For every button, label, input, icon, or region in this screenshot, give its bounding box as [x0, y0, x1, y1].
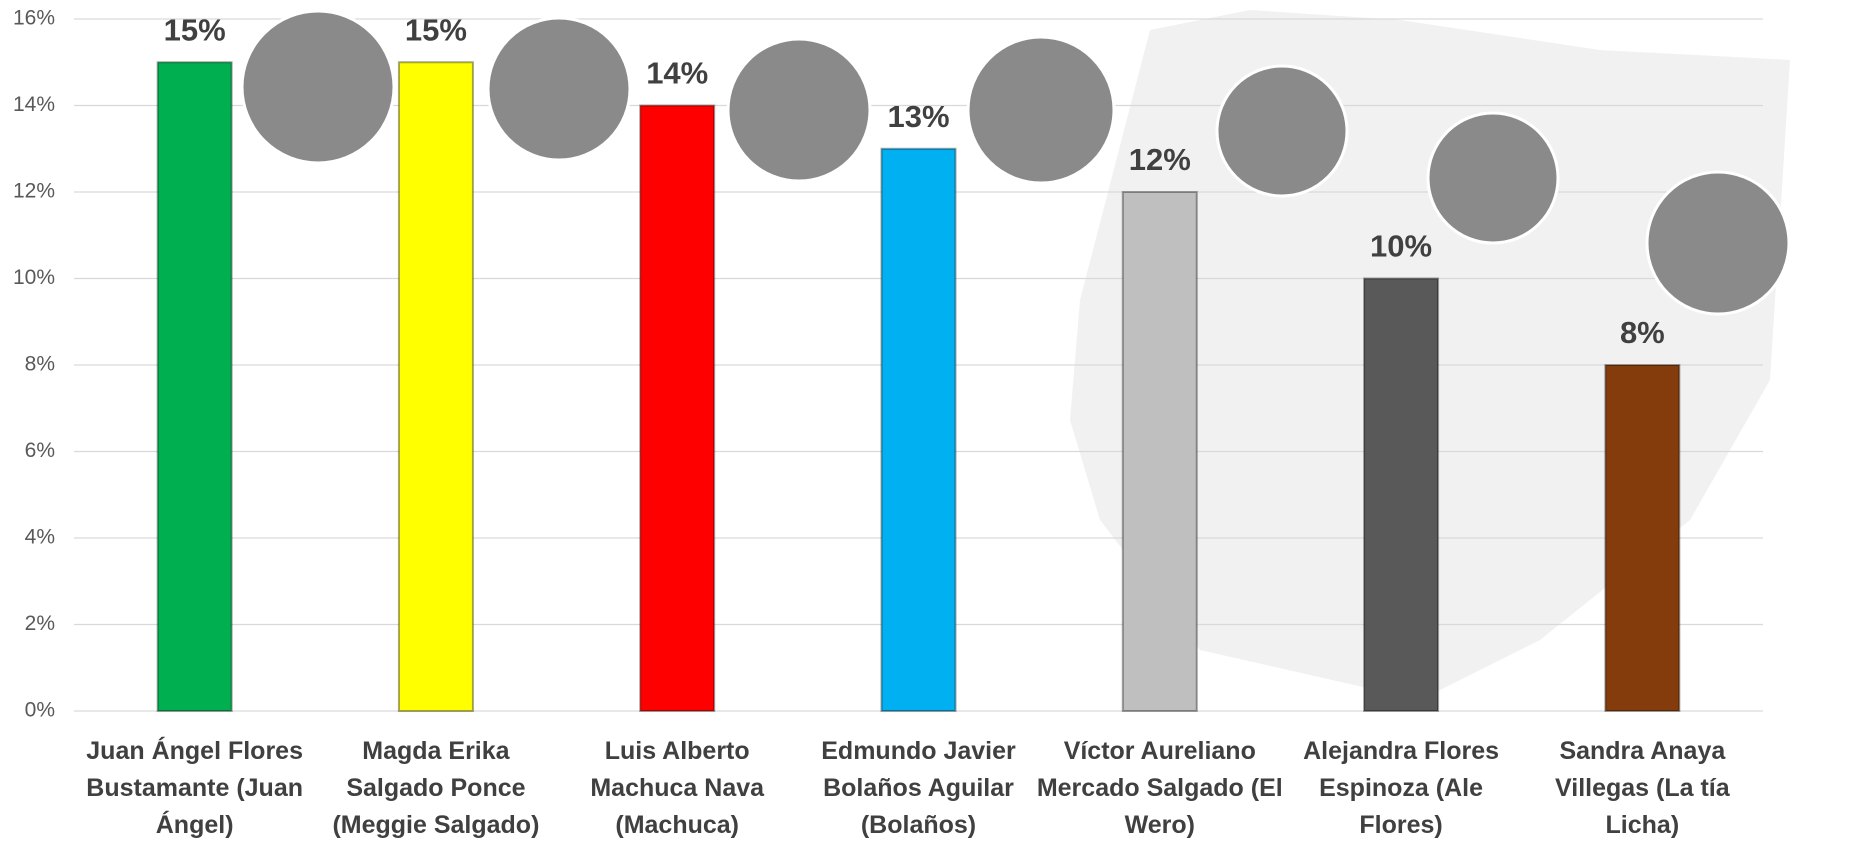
value-label: 14% — [646, 56, 708, 91]
photos — [240, 9, 1791, 316]
value-label: 8% — [1620, 315, 1665, 350]
y-tick-label: 8% — [25, 353, 55, 376]
y-tick-label: 4% — [25, 526, 55, 549]
photo — [966, 35, 1116, 185]
x-tick-label: Edmundo Javier Bolaños Aguilar (Bolaños) — [821, 737, 1016, 839]
bar — [156, 61, 233, 712]
photo — [1215, 64, 1349, 198]
photo — [1426, 111, 1560, 245]
y-tick-label: 2% — [25, 612, 55, 635]
y-tick-label: 0% — [25, 699, 55, 722]
y-tick-label: 6% — [25, 439, 55, 462]
value-label: 15% — [164, 12, 226, 47]
value-label: 15% — [405, 12, 467, 47]
bar — [397, 61, 474, 712]
photo — [240, 9, 396, 165]
bar — [1604, 364, 1681, 712]
photo — [486, 16, 632, 162]
y-tick-label: 14% — [13, 93, 55, 116]
x-tick-label: Víctor Aureliano Mercado Salgado (El Wer… — [1036, 737, 1283, 839]
x-tick-label: Juan Ángel Flores Bustamante (Juan Ángel… — [86, 737, 303, 839]
bar — [1121, 191, 1198, 712]
x-tick-label: Alejandra Flores Espinoza (Ale Flores) — [1303, 737, 1500, 839]
bar — [880, 147, 957, 712]
photo — [726, 37, 872, 183]
x-tick-label: Sandra Anaya Villegas (La tía Licha) — [1555, 737, 1730, 839]
photo — [1645, 170, 1791, 316]
value-label: 13% — [887, 99, 949, 134]
y-tick-label: 12% — [13, 180, 55, 203]
y-tick-label: 10% — [13, 266, 55, 289]
bar — [1363, 277, 1440, 712]
value-label: 10% — [1370, 229, 1432, 264]
x-tick-label: Magda Erika Salgado Ponce (Meggie Salgad… — [332, 737, 540, 839]
bar — [639, 104, 716, 712]
y-tick-label: 16% — [13, 7, 55, 30]
x-tick-label: Luis Alberto Machuca Nava (Machuca) — [590, 737, 765, 839]
value-label: 12% — [1129, 142, 1191, 177]
